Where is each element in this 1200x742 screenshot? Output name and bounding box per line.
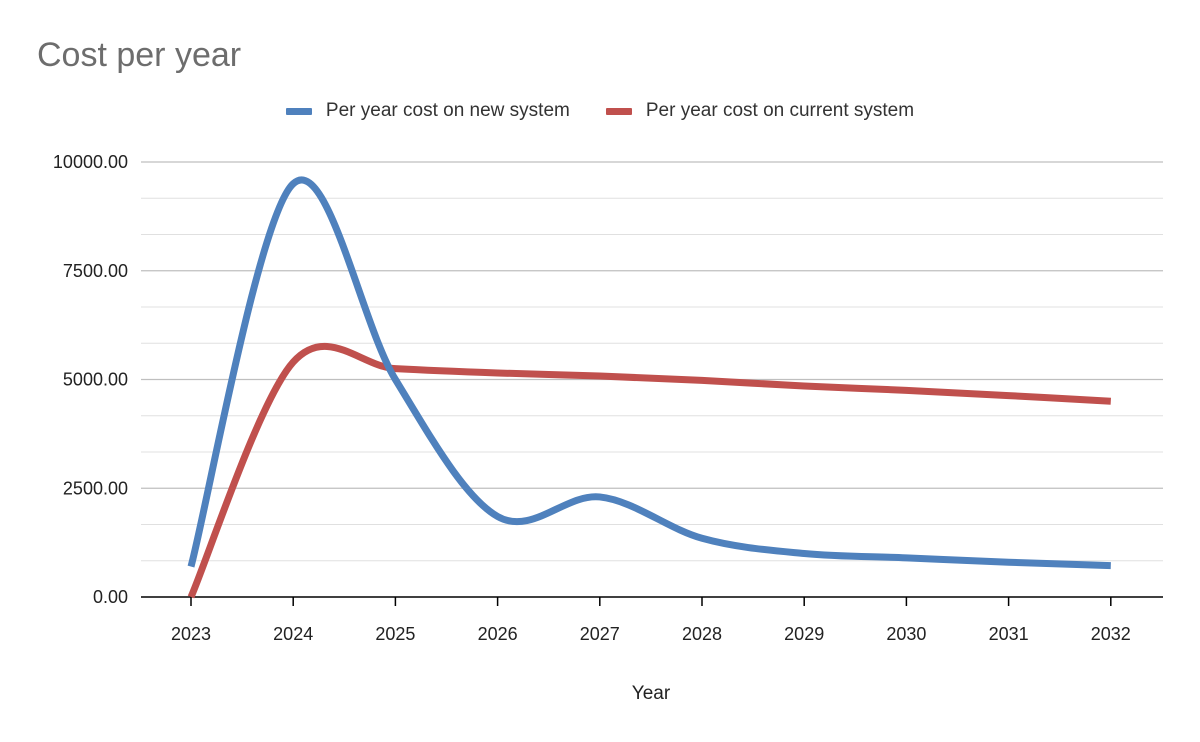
x-tick-label: 2031: [989, 624, 1029, 644]
legend-label-current-system: Per year cost on current system: [645, 100, 915, 121]
chart-title: Cost per year: [37, 36, 242, 74]
x-tick-label: 2030: [886, 624, 926, 644]
y-tick-label: 0.00: [93, 587, 128, 607]
x-axis-label: Year: [632, 683, 671, 704]
series-line-current-system: [187, 342, 1111, 599]
x-tick-label: 2029: [784, 624, 824, 644]
x-tick-label: 2032: [1091, 624, 1131, 644]
legend-swatch-current-system: [605, 107, 632, 115]
x-tick-label: 2023: [171, 624, 211, 644]
legend-item-new-system: Per year cost on new system: [285, 100, 570, 122]
y-tick-label: 10000.00: [53, 152, 128, 172]
legend-item-current-system: Per year cost on current system: [605, 100, 915, 122]
legend-label-new-system: Per year cost on new system: [325, 100, 570, 121]
x-tick-label: 2024: [273, 624, 313, 644]
y-tick-label: 7500.00: [63, 261, 128, 281]
axes: [141, 596, 1163, 606]
series-line-new-system: [187, 176, 1111, 570]
x-tick-label: 2025: [375, 624, 415, 644]
tick-labels: 0.00 2500.00 5000.00 7500.00 10000.00 2023 202…: [53, 152, 1131, 644]
x-tick-label: 2027: [580, 624, 620, 644]
y-tick-label: 5000.00: [63, 370, 128, 390]
x-tick-label: 2026: [478, 624, 518, 644]
y-tick-label: 2500.00: [63, 478, 128, 498]
legend: Per year cost on new system Per year cos…: [0, 100, 1200, 122]
legend-swatch-new-system: [285, 107, 312, 115]
x-tick-label: 2028: [682, 624, 722, 644]
series-lines: [187, 176, 1111, 599]
